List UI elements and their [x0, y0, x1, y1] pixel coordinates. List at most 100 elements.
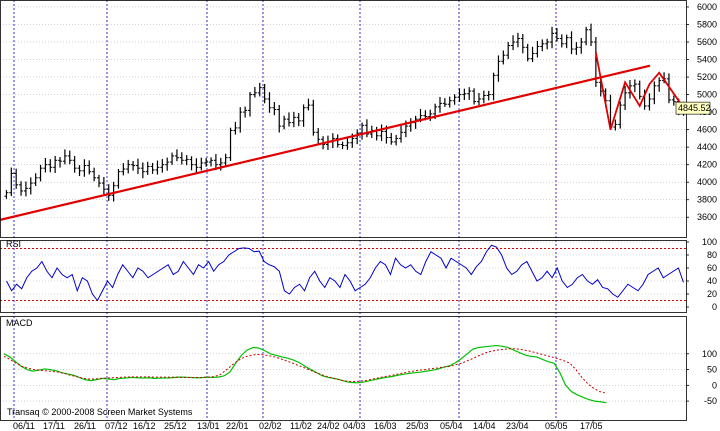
price-candle: [87, 160, 92, 175]
trendline: [0, 64, 651, 221]
price-candle: [67, 150, 72, 165]
price-candle: [554, 27, 559, 42]
rsi-frame: [0, 240, 687, 313]
x-tick-label: 14/04: [473, 421, 496, 431]
price-candle: [272, 102, 277, 116]
price-candle: [165, 157, 170, 171]
price-candle: [525, 43, 530, 62]
price-candle: [4, 190, 9, 199]
price-candle: [189, 156, 194, 171]
price-candle: [550, 26, 555, 49]
price-candle: [23, 181, 28, 197]
price-candle: [155, 160, 160, 175]
price-candle: [277, 104, 282, 133]
price-candle: [316, 128, 321, 144]
price-candle: [632, 79, 637, 93]
price-y-tick-label: 4000: [697, 177, 717, 187]
price-candle: [496, 55, 501, 82]
price-candle: [462, 88, 467, 101]
price-candle: [170, 152, 175, 165]
price-candle: [126, 159, 131, 174]
price-candle: [43, 158, 48, 173]
price-candle: [145, 161, 150, 175]
vertical-date-lines: [13, 0, 557, 420]
price-candle: [647, 93, 652, 111]
price-candle: [447, 96, 452, 108]
x-tick-label: 17/05: [580, 421, 603, 431]
copyright-text: Transaq © 2000-2008 Screen Market System…: [7, 407, 193, 417]
last-price-value: 4845.52: [678, 103, 711, 113]
price-candle: [501, 50, 506, 65]
price-candle: [296, 112, 301, 127]
price-candle: [213, 154, 218, 170]
price-candle: [511, 35, 516, 51]
price-candle: [77, 165, 82, 177]
rsi-y-tick-label: 60: [707, 263, 717, 273]
price-candle: [223, 153, 228, 166]
price-y-tick-label: 5600: [697, 37, 717, 47]
price-candle: [257, 82, 262, 97]
macd-y-tick-label: 50: [707, 365, 717, 375]
price-candle: [101, 176, 106, 195]
price-candle: [652, 81, 657, 105]
price-candle: [179, 152, 184, 165]
rsi-panel: [0, 244, 686, 302]
price-candle: [472, 88, 477, 105]
price-candle: [340, 141, 345, 150]
price-candle: [520, 33, 525, 54]
x-tick-label: 06/11: [13, 421, 35, 431]
price-candle: [530, 46, 535, 63]
rsi-y-tick-label: 0: [712, 302, 717, 312]
price-candle: [671, 95, 676, 106]
price-candle: [228, 127, 233, 162]
x-tick-label: 05/05: [545, 421, 568, 431]
x-tick-label: 16/12: [133, 421, 156, 431]
price-candle: [394, 134, 399, 146]
grid: [0, 6, 686, 402]
price-candle: [14, 168, 19, 189]
price-candle: [637, 80, 642, 100]
price-candle: [150, 162, 155, 174]
price-candle: [238, 107, 243, 133]
price-candle: [467, 87, 472, 100]
x-tick-label: 13/01: [197, 421, 220, 431]
price-candle: [457, 88, 462, 102]
price-y-tick-label: 6000: [697, 2, 717, 12]
price-candle: [48, 159, 53, 173]
last-price-flag: 4845.52: [675, 101, 711, 115]
signal-line: [3, 348, 607, 394]
price-candle: [506, 41, 511, 60]
price-candle: [243, 106, 248, 118]
x-tick-label: 16/03: [374, 421, 397, 431]
price-candle: [72, 156, 77, 173]
chart-pattern: [594, 52, 685, 130]
price-y-tick-label: 5000: [697, 90, 717, 100]
price-candle: [248, 91, 253, 117]
x-tick-label: 17/11: [43, 421, 65, 431]
price-candle: [160, 159, 165, 173]
price-candle: [657, 77, 662, 92]
price-candle: [106, 184, 111, 201]
price-candle: [38, 164, 43, 182]
rsi-line: [6, 244, 684, 302]
x-tick-label: 11/02: [290, 421, 312, 431]
price-panel: [0, 23, 686, 221]
price-candle: [306, 98, 311, 111]
x-tick-label: 23/04: [506, 421, 529, 431]
price-candle: [301, 104, 306, 127]
price-candle: [564, 34, 569, 49]
price-y-tick-label: 4400: [697, 142, 717, 152]
price-candle: [364, 119, 369, 138]
x-tick-label: 04/03: [343, 421, 366, 431]
price-candle: [291, 111, 296, 128]
price-candle: [121, 163, 126, 176]
price-candle: [58, 157, 63, 168]
rsi-y-tick-label: 80: [707, 250, 717, 260]
x-tick-label: 05/04: [440, 421, 463, 431]
price-candle: [486, 90, 491, 101]
price-candle: [131, 161, 136, 171]
price-candle: [252, 86, 257, 98]
price-y-tick-label: 3600: [697, 212, 717, 222]
price-candle: [282, 115, 287, 130]
